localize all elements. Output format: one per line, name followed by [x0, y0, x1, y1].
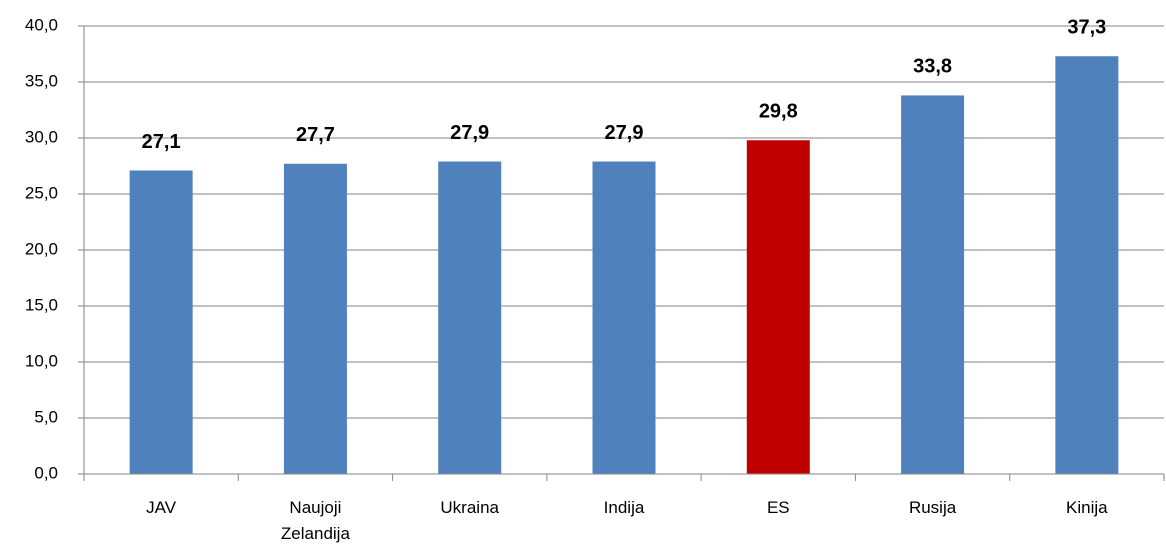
data-label: 27,7 — [296, 124, 335, 146]
data-label: 29,8 — [759, 101, 798, 123]
y-tick-label: 25,0 — [25, 183, 58, 202]
y-tick-label: 35,0 — [25, 71, 58, 90]
data-label: 37,3 — [1067, 17, 1106, 39]
bar — [129, 170, 193, 475]
bar — [901, 95, 965, 474]
x-tick-label: Ukraina — [440, 498, 499, 517]
x-tick-label: Naujoji Zelandija — [280, 498, 350, 543]
data-label: 33,8 — [913, 56, 952, 78]
bar — [1055, 56, 1119, 475]
y-tick-label: 30,0 — [25, 127, 58, 146]
data-label: 27,1 — [142, 131, 181, 153]
data-label: 27,9 — [450, 122, 489, 144]
y-tick-label: 0,0 — [34, 463, 58, 482]
x-tick-label: Kinija — [1066, 498, 1108, 517]
x-tick-label: Rusija — [908, 498, 957, 517]
bar — [592, 161, 656, 474]
bar — [283, 163, 347, 474]
y-tick-label: 15,0 — [25, 295, 58, 314]
x-tick-label: Indija — [603, 498, 645, 517]
data-label: 27,9 — [605, 122, 644, 144]
y-tick-label: 20,0 — [25, 239, 58, 258]
y-tick-label: 40,0 — [25, 15, 58, 34]
y-tick-label: 5,0 — [34, 407, 58, 426]
bar — [438, 161, 502, 474]
x-tick-label: JAV — [146, 498, 177, 517]
y-tick-label: 10,0 — [25, 351, 58, 370]
x-tick-label: ES — [766, 498, 790, 517]
bar — [746, 140, 810, 475]
